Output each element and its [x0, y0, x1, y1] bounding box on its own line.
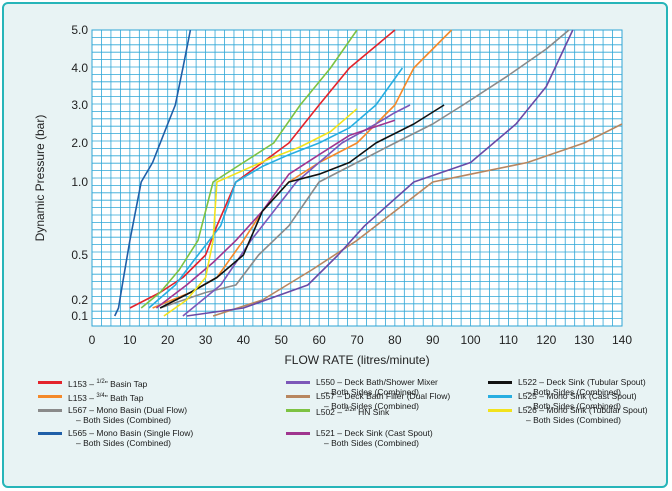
legend-swatch: [38, 381, 62, 384]
x-tick-label: 120: [536, 333, 556, 347]
series-line: [182, 104, 411, 317]
x-tick-label: 40: [237, 333, 251, 347]
series-line: [212, 123, 623, 317]
legend-label: L521 – Deck Sink (Cast Spout): [316, 428, 433, 438]
y-tick-label: 3.0: [71, 98, 88, 112]
legend-swatch: [286, 432, 310, 435]
legend-sublabel: – Both Sides (Combined): [526, 387, 621, 397]
y-tick-label: 0.2: [71, 293, 88, 307]
series-line: [159, 29, 570, 309]
legend-swatch: [286, 395, 310, 398]
series-line: [163, 108, 358, 317]
legend-sublabel: – Both Sides (Combined): [76, 438, 171, 448]
y-tick-label: 5.0: [71, 23, 88, 37]
legend-swatch: [38, 432, 62, 435]
legend-label: L525 – Mono Sink (Cast Spout): [518, 391, 637, 401]
legend-sublabel: – Both Sides (Combined): [324, 387, 419, 397]
series-line: [148, 67, 404, 309]
x-tick-label: 140: [612, 333, 632, 347]
legend-swatch: [488, 409, 512, 412]
legend-label: L526 – Mono Sink (Tubular Spout): [518, 405, 648, 415]
y-tick-label: 0.5: [71, 248, 88, 262]
legend-label: L502 – 1/2" HN Sink: [316, 406, 390, 417]
series-line: [140, 29, 358, 309]
x-tick-label: 90: [426, 333, 440, 347]
x-tick-label: 60: [312, 333, 326, 347]
x-tick-label: 130: [574, 333, 594, 347]
series-line: [186, 29, 574, 317]
legend-label: L550 – Deck Bath/Shower Mixer: [316, 377, 438, 387]
legend-swatch: [38, 409, 62, 412]
y-tick-label: 2.0: [71, 136, 88, 150]
x-tick-label: 100: [461, 333, 481, 347]
y-tick-label: 0.1: [71, 309, 88, 323]
legend-sublabel: – Both Sides (Combined): [76, 415, 171, 425]
x-tick-label: 20: [161, 333, 175, 347]
legend-sublabel: – Both Sides (Combined): [324, 438, 419, 448]
x-tick-label: 10: [123, 333, 137, 347]
x-tick-label: 30: [199, 333, 213, 347]
legend-swatch: [488, 381, 512, 384]
x-tick-label: 0: [89, 333, 96, 347]
legend-swatch: [286, 409, 310, 412]
y-tick-label: 4.0: [71, 61, 88, 75]
y-tick-label: 1.0: [71, 175, 88, 189]
legend-label: L557 – Deck Bath Filler (Dual Flow): [316, 391, 451, 401]
legend-label: L153 – 3/4" Bath Tap: [68, 392, 144, 403]
legend-label: L565 – Mono Basin (Single Flow): [68, 428, 194, 438]
series-line: [113, 29, 192, 317]
series-line: [159, 104, 445, 309]
x-tick-label: 110: [499, 333, 518, 347]
legend-sublabel: – Both Sides (Combined): [526, 401, 621, 411]
y-axis-label: Dynamic Pressure (bar): [33, 115, 47, 242]
x-axis-label: FLOW RATE (litres/minute): [284, 353, 429, 367]
legend-label: L153 – 1/2" Basin Tap: [68, 378, 148, 389]
x-tick-label: 70: [350, 333, 364, 347]
x-tick-label: 50: [275, 333, 289, 347]
legend-swatch: [38, 395, 62, 398]
legend-swatch: [286, 381, 310, 384]
legend-label: L567 – Mono Basin (Dual Flow): [68, 405, 188, 415]
legend-swatch: [488, 395, 512, 398]
legend-sublabel: – Both Sides (Combined): [324, 401, 419, 411]
legend-sublabel: – Both Sides (Combined): [526, 415, 621, 425]
x-tick-label: 80: [388, 333, 402, 347]
legend-label: L522 – Deck Sink (Tubular Spout): [518, 377, 646, 387]
